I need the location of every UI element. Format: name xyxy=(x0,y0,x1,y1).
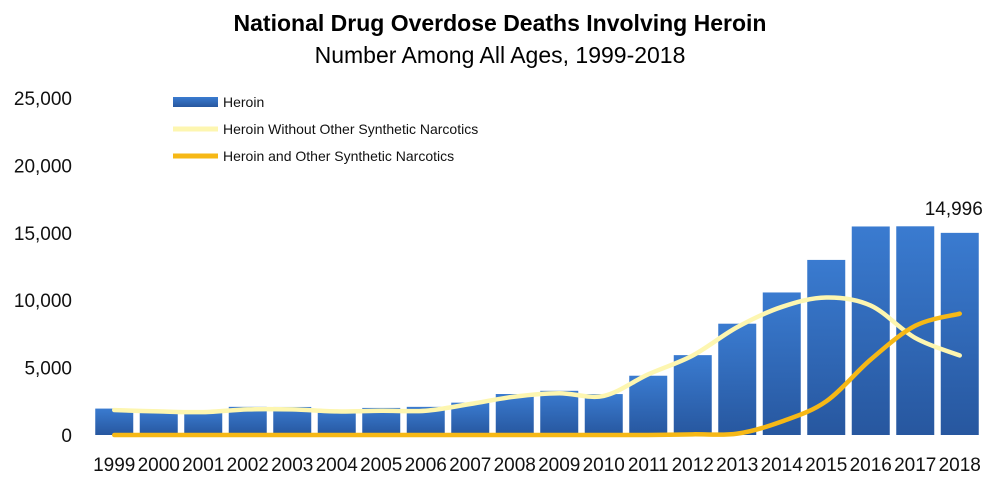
x-tick-label: 2008 xyxy=(494,455,536,476)
y-tick-label: 25,000 xyxy=(14,89,72,110)
bar-2004 xyxy=(317,409,356,435)
bar-2014 xyxy=(762,292,801,435)
y-tick-label: 15,000 xyxy=(14,224,72,245)
line-heroin-without-other-synthetic-narcotics xyxy=(112,295,962,415)
x-tick-label: 2000 xyxy=(138,455,180,476)
bar-2008 xyxy=(495,394,534,435)
x-tick-label: 2006 xyxy=(405,455,447,476)
x-tick-label: 2017 xyxy=(894,455,936,476)
x-tick-label: 2004 xyxy=(316,455,359,476)
bar-2001 xyxy=(184,411,223,435)
x-tick-label: 2010 xyxy=(583,455,625,476)
bar-2015 xyxy=(807,259,846,435)
bar-2012 xyxy=(673,355,712,435)
x-tick-label: 1999 xyxy=(93,455,135,476)
bar-1999 xyxy=(95,408,134,435)
chart-title: National Drug Overdose Deaths Involving … xyxy=(233,10,767,36)
y-tick-label: 0 xyxy=(61,426,72,447)
bar-2010 xyxy=(584,394,623,435)
y-tick-label: 10,000 xyxy=(14,291,72,312)
bar-2009 xyxy=(540,390,579,435)
legend-label: Heroin xyxy=(223,94,264,110)
bar-2018 xyxy=(940,232,979,435)
x-tick-label: 2015 xyxy=(805,455,847,476)
x-tick-label: 2007 xyxy=(449,455,491,476)
x-tick-label: 2012 xyxy=(672,455,714,476)
chart-subtitle: Number Among All Ages, 1999-2018 xyxy=(314,42,686,68)
x-tick-label: 2009 xyxy=(538,455,580,476)
y-tick-label: 20,000 xyxy=(14,156,72,177)
bar-2011 xyxy=(629,375,668,435)
y-tick-label: 5,000 xyxy=(24,359,72,380)
x-tick-label: 2005 xyxy=(360,455,402,476)
bar-2016 xyxy=(851,226,890,435)
x-tick-label: 2016 xyxy=(850,455,892,476)
line-heroin-and-other-synthetic-narcotics xyxy=(112,311,962,438)
x-tick-label: 2001 xyxy=(182,455,224,476)
legend-swatch xyxy=(173,97,218,107)
x-tick-label: 2014 xyxy=(761,455,804,476)
data-label: 14,996 xyxy=(925,199,983,220)
x-tick-label: 2003 xyxy=(271,455,313,476)
bar-2013 xyxy=(718,323,757,435)
x-tick-label: 2018 xyxy=(939,455,981,476)
x-tick-label: 2013 xyxy=(716,455,758,476)
x-tick-label: 2002 xyxy=(227,455,269,476)
legend-label: Heroin and Other Synthetic Narcotics xyxy=(223,148,454,164)
bar-2000 xyxy=(139,410,178,435)
legend-label: Heroin Without Other Synthetic Narcotics xyxy=(223,121,478,137)
x-tick-label: 2011 xyxy=(628,455,669,476)
